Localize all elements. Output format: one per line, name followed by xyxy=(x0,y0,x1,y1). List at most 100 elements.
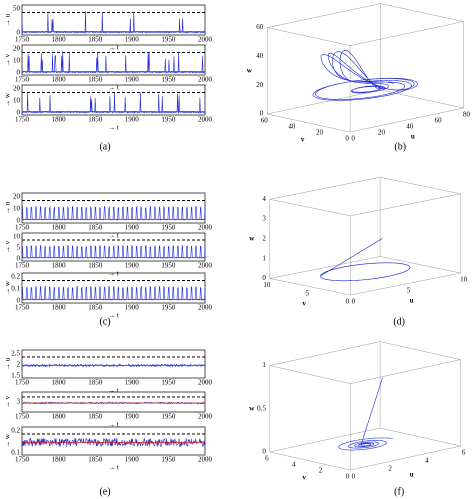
x-axis-label: → t xyxy=(108,124,119,132)
x-tick-label: 1950 xyxy=(161,262,176,270)
u-axis-label: u xyxy=(411,133,415,141)
tick-label: 2 xyxy=(319,467,323,475)
box-edge xyxy=(350,359,461,384)
tick-label: 0 xyxy=(345,135,349,143)
x-tick-label: 1850 xyxy=(88,413,103,421)
y-tick-label: 2.5 xyxy=(11,350,20,358)
y-axis-label: → v xyxy=(4,53,12,66)
tick-label: 60 xyxy=(256,23,264,31)
x-tick-label: 1800 xyxy=(52,76,67,84)
y-tick-label: 10 xyxy=(13,57,21,65)
y-axis-label: → u xyxy=(4,357,12,370)
box-edge xyxy=(380,341,461,360)
panel-label: (f) xyxy=(394,486,404,497)
box-edge xyxy=(267,27,351,46)
y-tick-label: 20 xyxy=(13,193,21,201)
y-tick-label: 0 xyxy=(17,29,21,37)
box-edge xyxy=(269,341,381,366)
trajectory xyxy=(312,49,418,101)
panel-label: (a) xyxy=(99,141,110,152)
tick-label: 1 xyxy=(262,361,266,369)
y-axis-label: → w xyxy=(4,92,12,107)
tick-label: 5 xyxy=(305,289,309,297)
x-tick-label: 2000 xyxy=(198,379,213,387)
x-tick-label: 2000 xyxy=(198,262,213,270)
box-edge xyxy=(269,451,351,471)
y-axis-label: → v xyxy=(4,395,12,408)
x-tick-label: 1750 xyxy=(15,262,30,270)
box-edge xyxy=(267,89,381,115)
box-edge xyxy=(269,427,381,453)
v-axis-label: v xyxy=(302,299,306,307)
x-tick-label: 1950 xyxy=(161,76,176,84)
x-tick-label: 1850 xyxy=(88,304,103,312)
box-edge xyxy=(350,445,461,471)
x-tick-label: 1800 xyxy=(52,116,67,124)
x-tick-label: 1900 xyxy=(125,456,140,464)
x-tick-label: 2000 xyxy=(198,413,213,421)
x-tick-label: 1750 xyxy=(15,413,30,421)
box-edge xyxy=(380,3,464,22)
v-axis-label: v xyxy=(301,136,305,144)
box-edge xyxy=(269,365,351,384)
x-tick-label: 1800 xyxy=(52,36,67,44)
series-line xyxy=(21,205,206,221)
axes-frame xyxy=(21,44,206,76)
box-edge xyxy=(269,199,351,217)
x-tick-label: 1800 xyxy=(52,379,67,387)
x-tick-label: 1750 xyxy=(15,304,30,312)
x-tick-label: 1900 xyxy=(125,116,140,124)
u-axis-label: u xyxy=(410,297,414,305)
x-tick-label: 1850 xyxy=(88,36,103,44)
series-line xyxy=(21,244,206,260)
box-edge xyxy=(380,256,461,274)
y-tick-label: 10 xyxy=(13,97,21,105)
y-tick-label: 0 xyxy=(17,297,21,305)
x-axis-label: → t xyxy=(108,387,119,395)
y-tick-label: 5 xyxy=(17,244,21,252)
x-tick-label: 1800 xyxy=(52,413,67,421)
tick-label: 5 xyxy=(407,287,411,295)
tick-label: 0 xyxy=(262,274,266,282)
panel-label: (e) xyxy=(99,486,110,497)
tick-label: 20 xyxy=(256,81,264,89)
x-tick-label: 2000 xyxy=(198,116,213,124)
panel-label: (d) xyxy=(393,316,405,327)
tick-label: 1 xyxy=(262,254,266,262)
x-tick-label: 1950 xyxy=(161,379,176,387)
y-axis-label: → u xyxy=(4,201,12,214)
box-edge xyxy=(267,3,381,28)
tick-label: 6 xyxy=(265,455,269,463)
y-tick-label: 2 xyxy=(17,361,21,369)
tick-label: 0 xyxy=(351,135,355,143)
tick-label: 60 xyxy=(435,117,443,125)
x-tick-label: 1750 xyxy=(15,379,30,387)
x-tick-label: 1950 xyxy=(161,224,176,232)
tick-label: 0 xyxy=(260,110,264,118)
tick-label: 10 xyxy=(263,281,271,289)
x-tick-label: 1950 xyxy=(161,36,176,44)
x-tick-label: 2000 xyxy=(198,304,213,312)
y-tick-label: 3 xyxy=(17,398,21,406)
axes-frame xyxy=(21,4,206,36)
x-tick-label: 1800 xyxy=(52,456,67,464)
x-tick-label: 1850 xyxy=(88,379,103,387)
y-axis-label: → u xyxy=(4,13,12,26)
y-tick-label: 0 xyxy=(17,69,21,77)
y-tick-label: 50 xyxy=(13,5,21,13)
x-tick-label: 1950 xyxy=(161,413,176,421)
x-tick-label: 1750 xyxy=(15,116,30,124)
box-edge xyxy=(380,427,461,447)
box-edge xyxy=(350,107,464,133)
x-tick-label: 1900 xyxy=(125,304,140,312)
y-tick-label: 0.1 xyxy=(11,285,20,293)
box-edge xyxy=(269,256,381,279)
x-tick-label: 2000 xyxy=(198,456,213,464)
x-tick-label: 2000 xyxy=(198,76,213,84)
w-axis-label: w xyxy=(247,66,253,74)
y-tick-label: 1.5 xyxy=(11,372,20,380)
x-tick-label: 1900 xyxy=(125,413,140,421)
axes-frame xyxy=(21,391,206,413)
tick-label: 80 xyxy=(463,111,471,119)
